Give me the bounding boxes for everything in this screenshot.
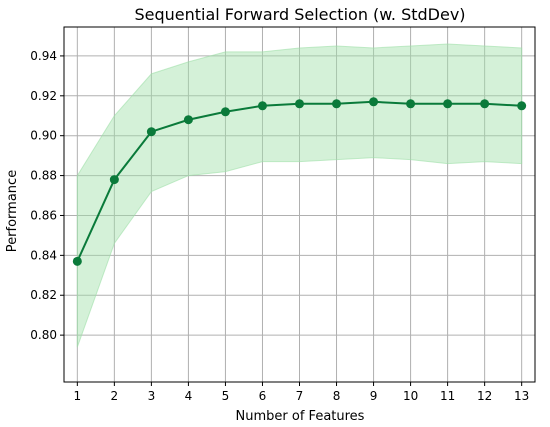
- data-point: [406, 99, 416, 109]
- x-tick-label: 8: [333, 389, 341, 403]
- x-tick-label: 10: [403, 389, 418, 403]
- data-point: [257, 101, 267, 111]
- y-tick-label: 0.88: [30, 169, 57, 183]
- data-point: [332, 99, 342, 109]
- data-point: [480, 99, 490, 109]
- data-point: [146, 127, 156, 137]
- data-point: [220, 107, 230, 117]
- x-tick-label: 11: [440, 389, 455, 403]
- x-tick-label: 7: [296, 389, 304, 403]
- chart-title: Sequential Forward Selection (w. StdDev): [134, 5, 465, 24]
- x-tick-label: 3: [148, 389, 156, 403]
- y-axis-label: Performance: [5, 170, 20, 252]
- x-tick-label: 6: [259, 389, 267, 403]
- y-tick-label: 0.84: [30, 248, 57, 262]
- x-tick-label: 5: [222, 389, 230, 403]
- data-points: [72, 97, 527, 266]
- x-tick-label: 4: [185, 389, 193, 403]
- x-tick-label: 12: [477, 389, 492, 403]
- y-tick-label: 0.86: [30, 208, 57, 222]
- y-tick-label: 0.94: [30, 49, 57, 63]
- data-point: [517, 101, 527, 111]
- data-point: [183, 115, 193, 125]
- data-point: [72, 256, 82, 266]
- y-tick-label: 0.90: [30, 129, 57, 143]
- x-tick-label: 2: [111, 389, 119, 403]
- x-axis-label: Number of Features: [236, 409, 365, 424]
- x-tick-label: 13: [514, 389, 529, 403]
- x-tick-label: 9: [370, 389, 378, 403]
- data-point: [443, 99, 453, 109]
- data-point: [109, 175, 119, 185]
- x-ticks: 1 2 3 4 5 6 7 8 9 10 11 12 13: [74, 382, 529, 403]
- y-tick-label: 0.92: [30, 89, 57, 103]
- data-point: [369, 97, 379, 107]
- x-tick-label: 1: [74, 389, 82, 403]
- y-tick-label: 0.82: [30, 288, 57, 302]
- data-point: [295, 99, 304, 109]
- y-tick-label: 0.80: [30, 328, 57, 342]
- y-ticks: 0.80 0.82 0.84 0.86 0.88 0.90 0.92 0.94: [30, 49, 64, 342]
- grid: [64, 27, 535, 382]
